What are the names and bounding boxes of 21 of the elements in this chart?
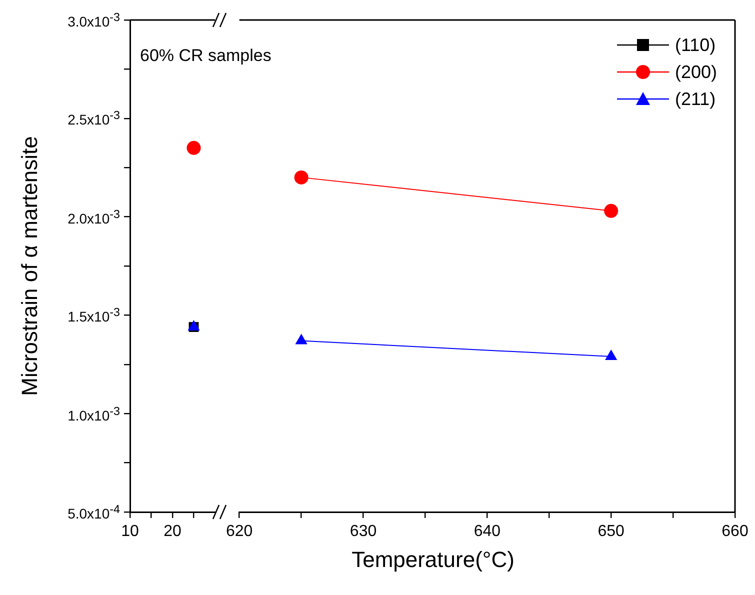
x-tick-label: 620 <box>226 523 253 540</box>
y-tick-label: 3.0x10$^{-3}$ <box>68 11 120 30</box>
point <box>294 170 308 184</box>
annotation: 60% CR samples <box>140 46 272 66</box>
x-tick-label: 640 <box>474 523 501 540</box>
y-tick-label: 2.5x10$^{-3}$ <box>68 109 120 128</box>
x-tick-label: 10 <box>121 523 139 540</box>
x-tick-label: 20 <box>164 523 182 540</box>
x-axis-title: Temperature(°C) <box>352 547 514 573</box>
x-tick-label: 660 <box>722 523 748 540</box>
x-tick-label: 630 <box>350 523 377 540</box>
y-tick-label: 2.0x10$^{-3}$ <box>68 208 120 226</box>
y-tick-label: 1.5x10$^{-3}$ <box>68 306 120 325</box>
point <box>604 204 618 218</box>
legend-label: (211) <box>674 88 716 109</box>
legend-label: (110) <box>674 34 716 55</box>
y-tick-label: 1.0x10$^{-3}$ <box>68 404 120 424</box>
y-tick-label: 5.0x10$^{-4}$ <box>68 503 120 522</box>
y-axis-title: Microstrain of α martensite <box>17 136 43 396</box>
legend-label: (200) <box>674 62 717 82</box>
x-tick-label: 650 <box>598 523 625 540</box>
